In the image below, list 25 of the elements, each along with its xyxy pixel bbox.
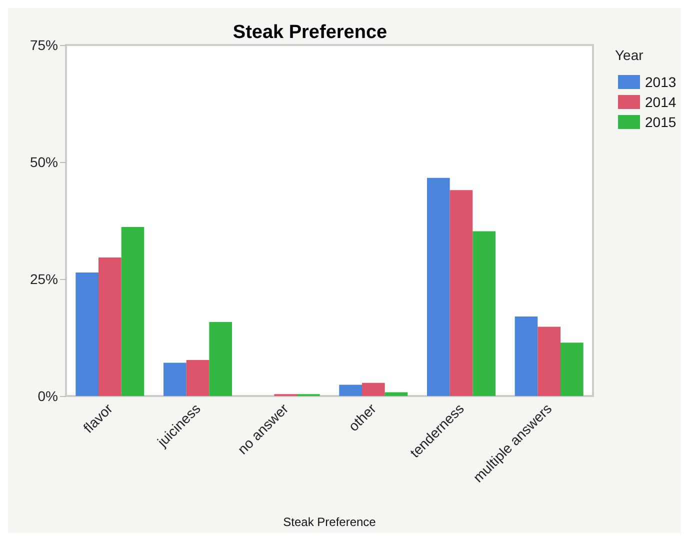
legend-label: 2013 [645,74,676,90]
y-tick-label: 50% [30,154,58,170]
bar [426,178,450,396]
legend-title: Year [615,47,644,63]
bar [384,392,408,396]
y-tick-label: 75% [30,37,58,53]
y-tick-label: 25% [30,271,58,287]
chart-title: Steak Preference [232,22,388,43]
bar [450,190,473,396]
bar [209,322,232,396]
y-tick-label: 0% [38,388,58,404]
bar [76,272,98,396]
bar [538,326,560,396]
bar [98,257,122,396]
legend-label: 2015 [645,114,676,130]
legend-label: 2014 [645,94,676,110]
bar [560,342,584,396]
bar [186,360,210,396]
x-axis-title: Steak Preference [283,515,376,529]
bar [163,362,186,396]
bar [514,316,538,396]
bar [472,231,496,396]
bar [362,382,385,396]
bar [121,227,144,396]
bar [339,384,362,396]
